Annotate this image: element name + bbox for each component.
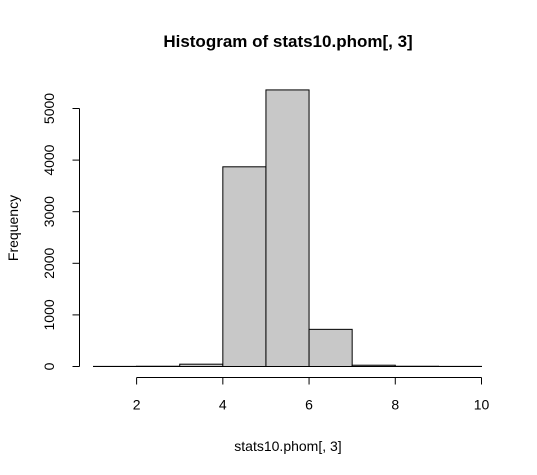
histogram-bar-3 bbox=[222, 166, 267, 367]
bars-group bbox=[93, 89, 482, 368]
y-tick-label-5000: 5000 bbox=[41, 93, 57, 124]
x-tick-label-2: 2 bbox=[133, 397, 141, 413]
histogram-bar-6 bbox=[351, 364, 396, 367]
y-tick-label-3000: 3000 bbox=[41, 196, 57, 227]
x-axis-label: stats10.phom[, 3] bbox=[234, 438, 341, 454]
histogram-bar-4 bbox=[265, 89, 310, 367]
x-tick-label-6: 6 bbox=[305, 397, 313, 413]
x-axis: 2 4 6 8 10 bbox=[133, 377, 490, 413]
y-tick-label-4000: 4000 bbox=[41, 144, 57, 175]
y-tick-label-2000: 2000 bbox=[41, 248, 57, 279]
x-tick-label-4: 4 bbox=[219, 397, 227, 413]
histogram-bar-2 bbox=[179, 363, 224, 368]
y-tick-label-1000: 1000 bbox=[41, 299, 57, 330]
x-tick-label-8: 8 bbox=[391, 397, 399, 413]
chart-title: Histogram of stats10.phom[, 3] bbox=[163, 32, 412, 51]
y-axis: 0 1000 2000 3000 4000 5000 bbox=[41, 93, 80, 370]
x-tick-label-10: 10 bbox=[474, 397, 490, 413]
histogram-bar-5 bbox=[308, 328, 353, 367]
y-tick-label-0: 0 bbox=[41, 362, 57, 370]
y-axis-label: Frequency bbox=[5, 195, 21, 261]
